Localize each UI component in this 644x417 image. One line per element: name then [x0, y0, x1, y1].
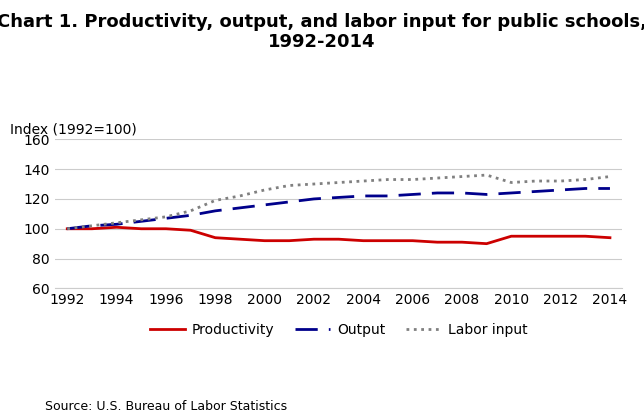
Output [384, 193, 392, 198]
Productivity [359, 238, 367, 243]
Output [162, 216, 170, 221]
Labor input [137, 217, 145, 222]
Productivity [458, 240, 466, 245]
Productivity [557, 234, 565, 239]
Productivity [483, 241, 491, 246]
Text: Index (1992=100): Index (1992=100) [10, 122, 137, 136]
Output [409, 192, 417, 197]
Line: Labor input: Labor input [67, 175, 610, 229]
Output [285, 199, 293, 204]
Output [137, 219, 145, 224]
Productivity [532, 234, 540, 239]
Output [582, 186, 589, 191]
Labor input [335, 180, 343, 185]
Labor input [236, 193, 244, 198]
Labor input [458, 174, 466, 179]
Output [483, 192, 491, 197]
Labor input [409, 177, 417, 182]
Legend: Productivity, Output, Labor input: Productivity, Output, Labor input [144, 318, 533, 343]
Labor input [359, 178, 367, 183]
Labor input [433, 176, 441, 181]
Output [458, 191, 466, 196]
Labor input [261, 188, 269, 193]
Labor input [532, 178, 540, 183]
Productivity [507, 234, 515, 239]
Labor input [211, 198, 219, 203]
Productivity [162, 226, 170, 231]
Output [261, 202, 269, 207]
Labor input [63, 226, 71, 231]
Productivity [433, 240, 441, 245]
Output [236, 206, 244, 211]
Output [606, 186, 614, 191]
Labor input [88, 223, 96, 228]
Productivity [310, 237, 317, 242]
Labor input [582, 177, 589, 182]
Labor input [507, 180, 515, 185]
Productivity [187, 228, 194, 233]
Labor input [113, 220, 120, 225]
Productivity [211, 235, 219, 240]
Text: Chart 1. Productivity, output, and labor input for public schools,
1992-2014: Chart 1. Productivity, output, and labor… [0, 13, 644, 51]
Line: Productivity: Productivity [67, 227, 610, 244]
Output [88, 223, 96, 228]
Text: Source: U.S. Bureau of Labor Statistics: Source: U.S. Bureau of Labor Statistics [45, 400, 287, 413]
Productivity [137, 226, 145, 231]
Productivity [285, 238, 293, 243]
Productivity [236, 237, 244, 242]
Labor input [384, 177, 392, 182]
Labor input [557, 178, 565, 183]
Output [433, 191, 441, 196]
Productivity [113, 225, 120, 230]
Output [211, 208, 219, 214]
Productivity [384, 238, 392, 243]
Productivity [261, 238, 269, 243]
Output [335, 195, 343, 200]
Output [532, 189, 540, 194]
Productivity [88, 226, 96, 231]
Output [113, 222, 120, 227]
Line: Output: Output [67, 188, 610, 229]
Productivity [582, 234, 589, 239]
Productivity [63, 226, 71, 231]
Labor input [285, 183, 293, 188]
Output [507, 191, 515, 196]
Productivity [335, 237, 343, 242]
Output [63, 226, 71, 231]
Productivity [606, 235, 614, 240]
Labor input [310, 181, 317, 186]
Labor input [483, 173, 491, 178]
Labor input [187, 208, 194, 214]
Productivity [409, 238, 417, 243]
Output [187, 213, 194, 218]
Output [310, 196, 317, 201]
Labor input [162, 214, 170, 219]
Labor input [606, 174, 614, 179]
Output [359, 193, 367, 198]
Output [557, 188, 565, 193]
